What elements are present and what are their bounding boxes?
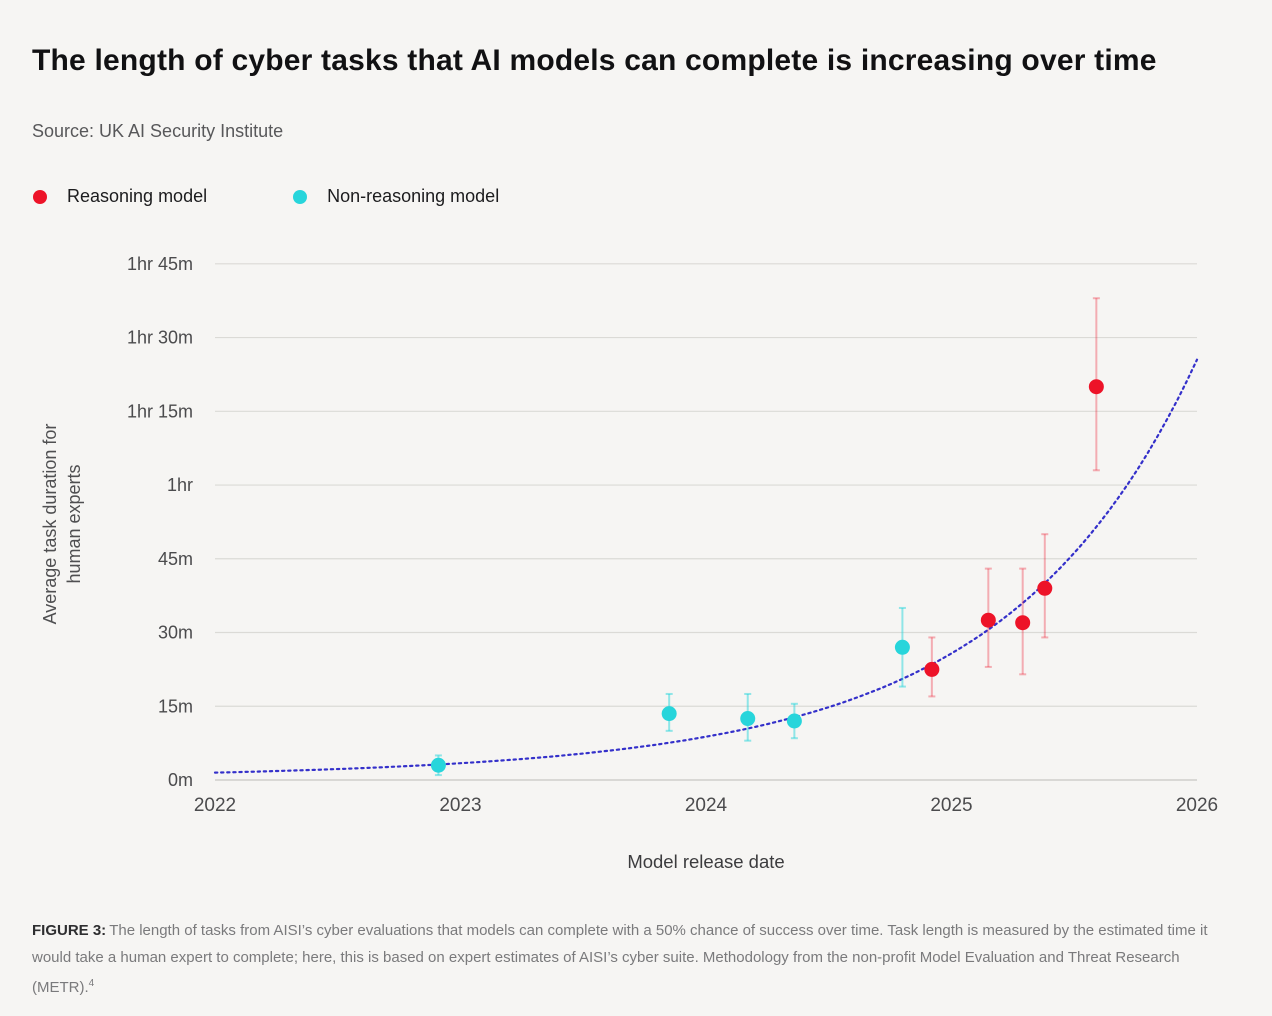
legend-label-non-reasoning: Non-reasoning model <box>327 186 500 206</box>
y-tick-label: 45m <box>158 549 193 569</box>
reasoning-dot-icon <box>33 189 47 204</box>
x-tick-label: 2022 <box>194 795 236 816</box>
y-tick-label: 30m <box>158 623 193 643</box>
data-point-reasoning <box>1015 615 1031 631</box>
y-tick-label: 1hr 15m <box>127 401 193 421</box>
x-tick-label: 2026 <box>1176 795 1218 816</box>
figure-caption-footnote-marker: 4 <box>88 978 95 989</box>
legend-item-reasoning: Reasoning model <box>33 186 207 207</box>
figure-caption-text: The length of tasks from AISI’s cyber ev… <box>32 922 1208 996</box>
data-point-non-reasoning <box>894 639 910 655</box>
source-line: Source: UK AI Security Institute <box>32 121 284 141</box>
legend-label-reasoning: Reasoning model <box>67 186 208 206</box>
scatter-chart: 0m 15m 30m 45m 1hr 1hr 15m 1hr 30m 1hr 45m 2022 2… <box>127 254 1218 872</box>
y-tick-label: 1hr 45m <box>127 254 193 274</box>
data-point-reasoning <box>1037 580 1053 596</box>
chart-plot-area: 0m 15m 30m 45m 1hr 1hr 15m 1hr 30m 1hr 45m 2022 2… <box>0 240 1272 890</box>
data-point-non-reasoning <box>740 711 756 727</box>
data-point-reasoning <box>980 612 996 628</box>
data-point-non-reasoning <box>786 713 802 729</box>
y-tick-label: 15m <box>158 696 193 716</box>
data-point-non-reasoning <box>661 706 677 722</box>
chart-legend: Reasoning model Non-reasoning model <box>33 186 499 207</box>
data-point-reasoning <box>1088 379 1104 395</box>
figure-caption: FIGURE 3: The length of tasks from AISI’s… <box>32 918 1228 1002</box>
x-tick-label: 2023 <box>439 795 481 816</box>
x-tick-label: 2024 <box>685 795 728 816</box>
non-reasoning-dot-icon <box>293 189 308 204</box>
page-title: The length of cyber tasks that AI models… <box>32 44 1157 78</box>
data-point-reasoning <box>924 661 940 677</box>
y-tick-label: 1hr <box>167 475 193 495</box>
x-tick-label: 2025 <box>930 795 972 816</box>
y-tick-label: 1hr 30m <box>127 328 193 348</box>
data-point-non-reasoning <box>430 757 446 773</box>
y-tick-label: 0m <box>168 770 193 790</box>
legend-item-non-reasoning: Non-reasoning model <box>293 186 499 207</box>
x-axis-title: Model release date <box>627 851 784 872</box>
figure-caption-label: FIGURE 3: <box>32 922 107 939</box>
trend-line <box>213 358 1199 774</box>
